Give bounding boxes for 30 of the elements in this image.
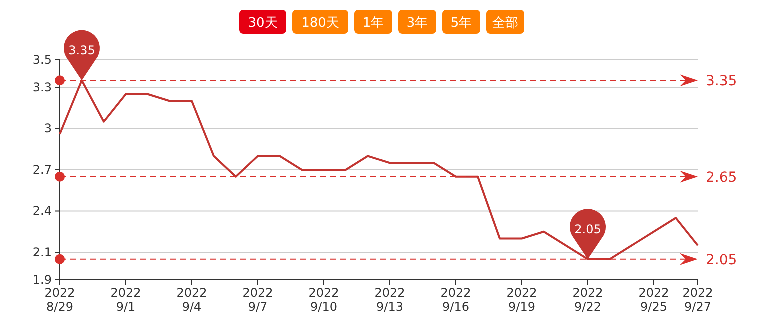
ref-line-label: 2.05 xyxy=(706,252,738,268)
x-tick-label: 2022 8/29 xyxy=(44,286,76,314)
y-tick-label: 2.7 xyxy=(32,162,52,177)
x-tick-label: 2022 9/27 xyxy=(682,286,714,314)
range-button: 3年 xyxy=(398,10,436,34)
ref-line-label: 3.35 xyxy=(706,74,738,90)
x-tick-label: 2022 9/16 xyxy=(440,286,472,314)
x-tick-label: 2022 9/22 xyxy=(572,286,604,314)
x-tick-label: 2022 9/10 xyxy=(308,286,340,314)
x-tick-label: 2022 9/13 xyxy=(374,286,406,314)
y-tick-label: 3.5 xyxy=(32,52,52,67)
line-series xyxy=(59,80,699,260)
y-tick-label: 1.9 xyxy=(32,272,52,287)
annotation: 3.35 xyxy=(68,44,96,58)
y-tick-label: 3 xyxy=(44,122,52,136)
range-button: 30天 xyxy=(240,10,286,34)
ref-line-label: 2.65 xyxy=(706,170,738,186)
range-button: 1年 xyxy=(354,10,392,34)
range-button: 5年 xyxy=(442,10,480,34)
x-tick-label: 2022 9/19 xyxy=(506,286,538,314)
y-tick-label: 2.4 xyxy=(32,204,52,218)
x-tick-label: 2022 9/4 xyxy=(176,286,208,314)
x-tick-label: 2022 9/7 xyxy=(242,286,274,314)
y-tick-label: 3.3 xyxy=(32,80,52,94)
range-button: 180天 xyxy=(292,10,348,34)
x-tick-label: 2022 9/1 xyxy=(110,286,142,314)
range-button: 全部 xyxy=(486,10,524,34)
x-tick-label: 2022 9/25 xyxy=(638,286,670,314)
annotation: 2.05 xyxy=(574,222,602,236)
y-tick-label: 2.1 xyxy=(32,245,52,260)
